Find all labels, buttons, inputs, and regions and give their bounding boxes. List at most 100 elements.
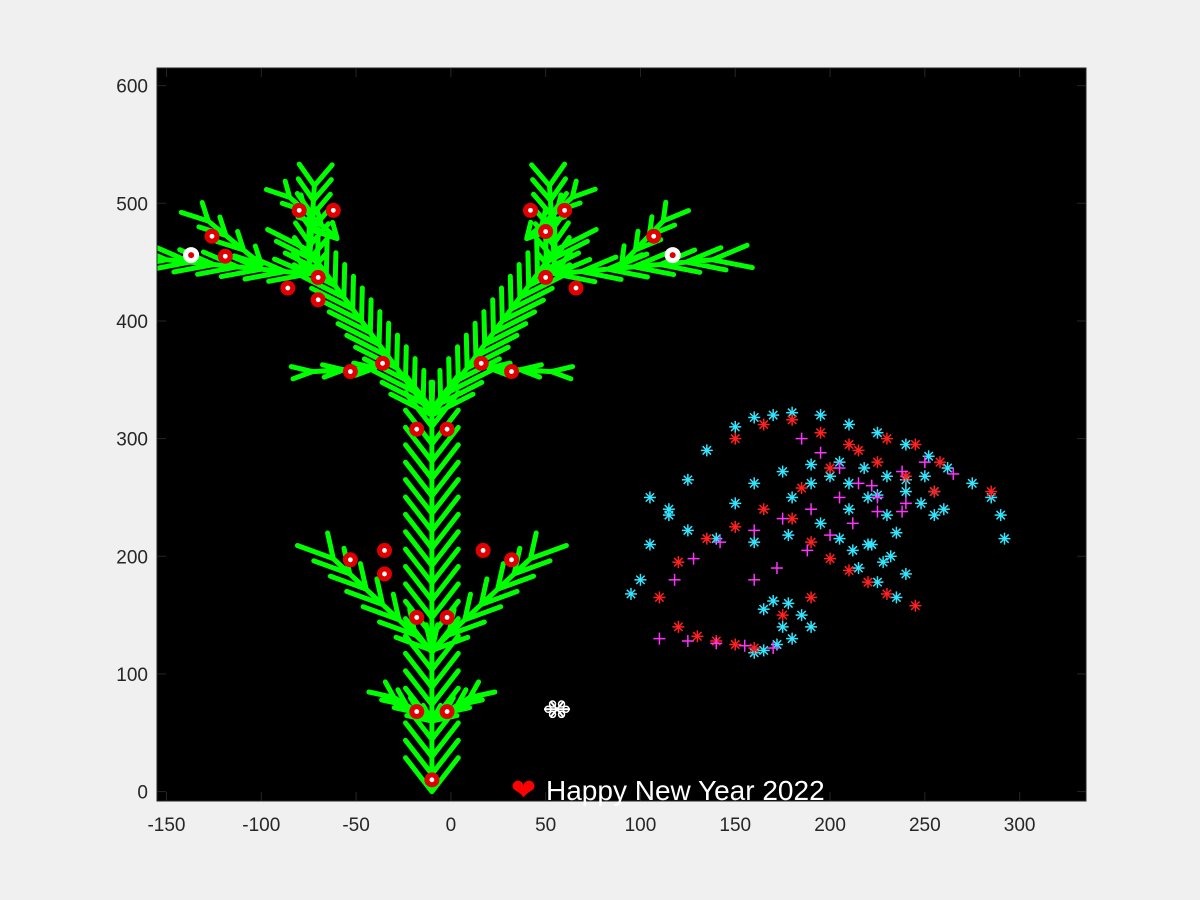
snowflake-icon xyxy=(544,700,571,719)
ornament-red xyxy=(424,772,440,788)
firework-point xyxy=(776,465,789,478)
ornament-red xyxy=(504,364,520,380)
firework-point xyxy=(928,509,941,522)
firework-point xyxy=(748,573,761,586)
ornament-red xyxy=(325,202,341,218)
ornament-red xyxy=(439,421,455,437)
heart-icon: ❤ xyxy=(511,774,536,807)
firework-point xyxy=(738,639,751,652)
firework-point xyxy=(877,556,890,569)
firework-point xyxy=(985,485,998,498)
firework-point xyxy=(691,630,704,643)
x-tick-label: 100 xyxy=(625,815,657,836)
firework-point xyxy=(890,526,903,539)
firework-point xyxy=(767,642,780,655)
firework-point xyxy=(880,587,893,600)
firework-point xyxy=(814,426,827,439)
firework-point xyxy=(757,503,770,516)
snowflake-marker xyxy=(544,700,571,719)
firework-point xyxy=(662,509,675,522)
firework-point xyxy=(687,552,700,565)
firework-point xyxy=(814,517,827,530)
x-tick-label: 200 xyxy=(814,815,846,836)
firework-point xyxy=(998,532,1011,545)
firework-point xyxy=(672,620,685,633)
firework-point xyxy=(824,552,837,565)
firework-point xyxy=(871,505,884,518)
firework-point xyxy=(786,632,799,645)
x-tick-label: -50 xyxy=(342,815,369,836)
firework-point xyxy=(624,587,637,600)
firework-point xyxy=(748,642,761,655)
ornament-red xyxy=(342,364,358,380)
firework-point xyxy=(681,634,694,647)
firework-point xyxy=(880,432,893,445)
ornament-red xyxy=(568,280,584,296)
firework-point xyxy=(928,485,941,498)
firework-point xyxy=(805,620,818,633)
ornament-red xyxy=(538,269,554,285)
firework-markers xyxy=(624,406,1011,659)
firework-point xyxy=(824,529,837,542)
firework-point xyxy=(782,529,795,542)
firework-point xyxy=(941,462,954,475)
ornament-red xyxy=(409,609,425,625)
ornament-red xyxy=(439,704,455,720)
firework-point xyxy=(801,544,814,557)
firework-point xyxy=(937,503,950,516)
y-tick-label: 300 xyxy=(116,430,148,451)
x-tick-label: -150 xyxy=(147,815,185,836)
y-tick-label: 600 xyxy=(116,77,148,98)
firework-point xyxy=(770,562,783,575)
firework-point xyxy=(899,567,912,580)
firework-point xyxy=(814,409,827,422)
firework-point xyxy=(757,418,770,431)
firework-point xyxy=(710,637,723,650)
firework-point xyxy=(846,544,859,557)
firework-point xyxy=(776,609,789,622)
x-tick-label: 250 xyxy=(909,815,941,836)
firework-point xyxy=(966,477,979,490)
firework-point xyxy=(757,644,770,657)
firework-point xyxy=(748,536,761,549)
firework-point xyxy=(852,444,865,457)
firework-point xyxy=(782,597,795,610)
firework-point xyxy=(899,497,912,510)
ornament-red xyxy=(291,202,307,218)
firework-point xyxy=(896,505,909,518)
firework-point xyxy=(918,470,931,483)
firework-point xyxy=(880,509,893,522)
firework-point xyxy=(861,538,874,551)
ornament-red xyxy=(375,355,391,371)
firework-point xyxy=(805,458,818,471)
y-tick-label: 500 xyxy=(116,194,148,215)
firework-point xyxy=(852,477,865,490)
firework-point xyxy=(700,444,713,457)
firework-point xyxy=(767,409,780,422)
ornament-red xyxy=(504,552,520,568)
ornament-red xyxy=(377,566,393,582)
x-tick-label: 150 xyxy=(719,815,751,836)
ornament-red xyxy=(280,280,296,296)
firework-point xyxy=(786,413,799,426)
firework-point xyxy=(700,532,713,545)
firework-point xyxy=(748,411,761,424)
y-tick-label: 200 xyxy=(116,547,148,568)
firework-point xyxy=(846,517,859,530)
firework-point xyxy=(915,497,928,510)
ornament-red xyxy=(439,609,455,625)
firework-point xyxy=(843,564,856,577)
firework-point xyxy=(681,524,694,537)
ornament-white xyxy=(183,247,200,264)
caption-text: Happy New Year 2022 xyxy=(546,775,825,806)
firework-point xyxy=(918,456,931,469)
firework-point xyxy=(833,462,846,475)
firework-point xyxy=(880,470,893,483)
firework-point xyxy=(634,573,647,586)
firework-point xyxy=(884,550,897,563)
firework-point xyxy=(767,594,780,607)
firework-point xyxy=(681,473,694,486)
firework-point xyxy=(776,620,789,633)
ornament-red xyxy=(409,704,425,720)
